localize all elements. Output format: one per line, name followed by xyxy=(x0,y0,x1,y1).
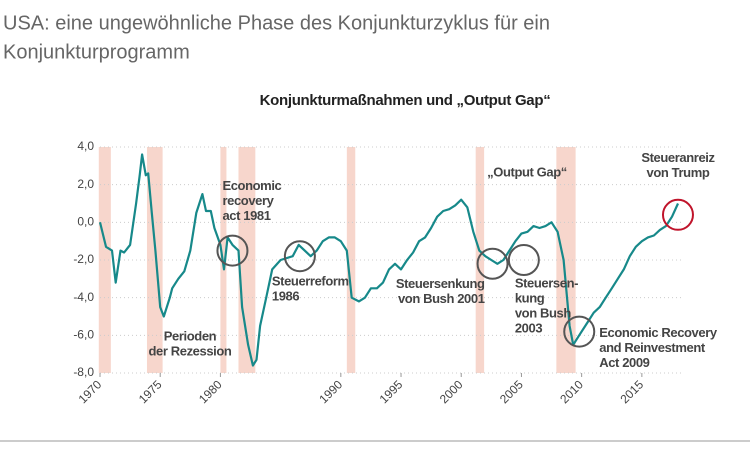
y-tick-label: -2,0 xyxy=(73,252,94,266)
annotation-text: 1986 xyxy=(272,289,299,304)
x-tick-label: 1975 xyxy=(136,377,165,406)
y-tick-label: -8,0 xyxy=(73,365,94,379)
annotation-circle xyxy=(563,315,596,348)
x-tick-label: 2005 xyxy=(497,377,526,406)
y-tick-label: -4,0 xyxy=(73,290,94,304)
annotation-text: kung xyxy=(515,290,545,305)
page-title: USA: eine ungewöhnliche Phase des Konjun… xyxy=(3,12,550,34)
output-gap-label: „Output Gap“ xyxy=(487,164,567,179)
annotation-text: von Bush 2001 xyxy=(398,291,485,306)
annotation-text: Act 2009 xyxy=(599,355,649,370)
y-tick-label: 2,0 xyxy=(77,177,94,191)
annotation-text: act 1981 xyxy=(222,208,270,223)
x-tick-label: 2000 xyxy=(437,377,466,406)
annotation-circle xyxy=(216,234,249,267)
annotation-text: and Reinvestment xyxy=(599,340,706,355)
x-tick-label: 1995 xyxy=(377,377,406,406)
x-tick-label: 1990 xyxy=(316,377,345,406)
annotation-text: Economic Recovery xyxy=(599,325,718,340)
recession-label: Perioden xyxy=(164,328,217,343)
annotation-text: recovery xyxy=(222,193,274,208)
recession-band xyxy=(346,147,356,373)
recession-band xyxy=(556,147,576,373)
x-tick-label: 2015 xyxy=(617,377,646,406)
annotation-text: von Bush xyxy=(515,305,571,320)
y-tick-label: -6,0 xyxy=(73,328,94,342)
y-tick-label: 4,0 xyxy=(77,139,94,153)
annotation-text: Steuersen- xyxy=(515,275,578,290)
chart-title: Konjunkturmaßnahmen und „Output Gap“ xyxy=(260,92,551,109)
annotation-text: Economic xyxy=(222,178,281,193)
annotation-text: 2003 xyxy=(515,320,542,335)
x-tick-label: 1970 xyxy=(76,377,105,406)
recession-band xyxy=(475,147,485,373)
annotation-text: Steueranreiz xyxy=(641,150,715,165)
annotation-circle xyxy=(507,244,540,276)
x-tick-label: 1980 xyxy=(196,377,225,406)
annotation-text: von Trump xyxy=(647,165,710,180)
page-title: Konjunkturprogramm xyxy=(3,41,190,63)
y-tick-label: 0,0 xyxy=(77,215,94,229)
annotation-text: Steuersenkung xyxy=(396,276,485,291)
data-line xyxy=(98,153,680,367)
recession-label: der Rezession xyxy=(149,343,232,358)
x-tick-label: 2010 xyxy=(557,377,586,406)
annotation-circle xyxy=(476,247,509,280)
annotation-text: Steuerreform xyxy=(272,274,349,289)
annotation-circle xyxy=(661,198,694,231)
annotation-circle xyxy=(283,240,316,273)
